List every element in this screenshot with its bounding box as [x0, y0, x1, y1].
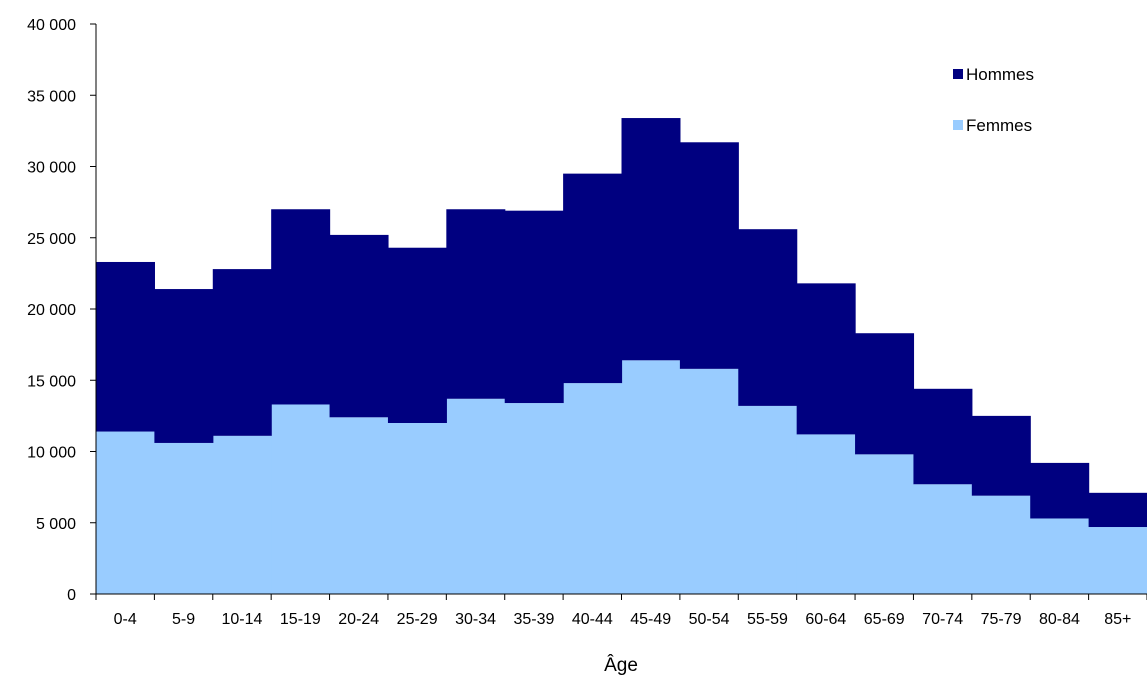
series-hommes	[96, 118, 1147, 528]
x-tick-label: 45-49	[630, 611, 671, 628]
x-tick-label: 60-64	[805, 611, 846, 628]
x-tick-label: 0-4	[114, 611, 137, 628]
x-tick-label: 20-24	[338, 611, 379, 628]
area-segment-femmes-80-84	[1030, 518, 1090, 594]
x-tick-label: 85+	[1104, 611, 1131, 628]
area-segment-femmes-55-59	[738, 405, 798, 594]
x-tick-label: 80-84	[1039, 611, 1080, 628]
area-segment-femmes-60-64	[796, 434, 856, 594]
area-segment-femmes-0-4	[96, 431, 155, 594]
y-tick-label: 5 000	[36, 516, 76, 533]
area-segment-hommes-70-74	[913, 388, 973, 485]
area-segment-hommes-10-14	[212, 269, 272, 436]
area-segment-hommes-65-69	[855, 333, 915, 455]
y-tick-label: 40 000	[27, 17, 76, 34]
area-segment-femmes-30-34	[446, 398, 506, 594]
area-segment-hommes-55-59	[738, 229, 798, 406]
area-segment-femmes-15-19	[271, 404, 331, 594]
area-segment-femmes-10-14	[212, 435, 272, 594]
legend-swatch-hommes	[953, 69, 963, 79]
y-tick-label: 35 000	[27, 88, 76, 105]
area-segment-femmes-65-69	[855, 454, 915, 594]
y-tick-label: 15 000	[27, 373, 76, 390]
area-segment-femmes-70-74	[913, 484, 973, 594]
y-axis-ticks: 0 5 000 10 000 15 000 20 000 25 000 30 000 35 0…	[27, 17, 96, 604]
x-tick-label: 35-39	[513, 611, 554, 628]
x-tick-label: 65-69	[864, 611, 905, 628]
area-segment-hommes-0-4	[96, 261, 155, 432]
area-segment-hommes-20-24	[329, 234, 389, 418]
legend: Hommes Femmes	[953, 65, 1034, 135]
x-tick-label: 55-59	[747, 611, 788, 628]
area-segment-hommes-25-29	[387, 247, 447, 423]
area-segment-femmes-25-29	[387, 423, 447, 594]
area-segment-femmes-85+	[1088, 527, 1147, 594]
area-segment-femmes-20-24	[329, 417, 389, 594]
area-segment-hommes-75-79	[971, 415, 1031, 496]
area-segment-femmes-50-54	[679, 368, 739, 594]
y-tick-label: 20 000	[27, 302, 76, 319]
y-tick-label: 10 000	[27, 445, 76, 462]
area-segment-hommes-85+	[1088, 492, 1147, 528]
x-axis-title: Âge	[604, 654, 638, 676]
y-tick-label: 25 000	[27, 231, 76, 248]
area-segment-hommes-15-19	[271, 209, 331, 405]
x-tick-label: 10-14	[222, 611, 263, 628]
y-tick-label: 30 000	[27, 160, 76, 177]
legend-swatch-femmes	[953, 120, 963, 130]
x-tick-label: 50-54	[689, 611, 730, 628]
area-segment-femmes-75-79	[971, 495, 1031, 594]
area-segment-hommes-30-34	[446, 209, 506, 399]
area-segment-hommes-5-9	[154, 289, 214, 443]
legend-label-hommes: Hommes	[966, 65, 1034, 84]
area-segment-hommes-80-84	[1030, 462, 1090, 519]
x-tick-label: 5-9	[172, 611, 195, 628]
area-segment-femmes-35-39	[504, 403, 564, 594]
area-segment-femmes-5-9	[154, 442, 214, 594]
x-axis-ticks: 0-4 5-9 10-14 15-19 20-24 25-29 30-34 35-39 40-4…	[95, 594, 1147, 628]
area-segment-hommes-60-64	[796, 283, 856, 435]
area-segment-hommes-35-39	[504, 210, 564, 404]
x-tick-label: 25-29	[397, 611, 438, 628]
area-segment-femmes-45-49	[621, 360, 681, 594]
area-segment-femmes-40-44	[563, 383, 623, 594]
series-femmes	[96, 360, 1147, 594]
area-segment-hommes-40-44	[563, 173, 623, 384]
plot-areas	[96, 118, 1147, 594]
x-tick-label: 30-34	[455, 611, 496, 628]
x-tick-label: 70-74	[922, 611, 963, 628]
x-tick-label: 75-79	[981, 611, 1022, 628]
x-tick-label: 15-19	[280, 611, 321, 628]
area-segment-hommes-50-54	[679, 142, 739, 369]
y-tick-label: 0	[67, 587, 76, 604]
x-tick-label: 40-44	[572, 611, 613, 628]
legend-label-femmes: Femmes	[966, 116, 1032, 135]
area-segment-hommes-45-49	[621, 118, 681, 361]
